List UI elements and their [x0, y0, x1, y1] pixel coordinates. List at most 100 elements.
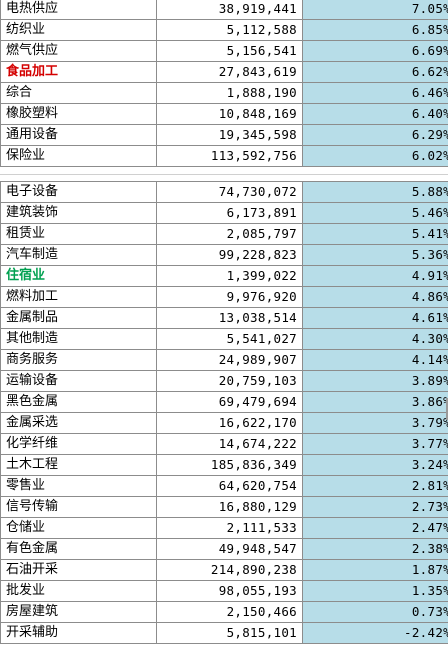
value-cell[interactable]: 5,815,101: [156, 622, 303, 644]
percent-cell[interactable]: 5.41%: [302, 223, 448, 245]
value-cell[interactable]: 5,112,588: [156, 19, 303, 41]
table-row: 通用设备 19,345,598 6.29%: [0, 124, 448, 146]
table-row: 零售业 64,620,754 2.81%: [0, 475, 448, 497]
percent-cell[interactable]: 5.46%: [302, 202, 448, 224]
table-row: 金属制品 13,038,514 4.61%: [0, 307, 448, 329]
percent-cell[interactable]: 4.14%: [302, 349, 448, 371]
value-cell[interactable]: 13,038,514: [156, 307, 303, 329]
industry-name-cell[interactable]: 开采辅助: [0, 622, 157, 644]
industry-name-cell[interactable]: 运输设备: [0, 370, 157, 392]
industry-name-cell[interactable]: 燃气供应: [0, 40, 157, 62]
percent-cell[interactable]: 2.38%: [302, 538, 448, 560]
percent-cell[interactable]: 4.91%: [302, 265, 448, 287]
percent-cell[interactable]: 3.89%: [302, 370, 448, 392]
industry-name-cell[interactable]: 有色金属: [0, 538, 157, 560]
value-cell[interactable]: 9,976,920: [156, 286, 303, 308]
percent-cell[interactable]: 1.87%: [302, 559, 448, 581]
value-cell[interactable]: 5,541,027: [156, 328, 303, 350]
value-cell[interactable]: 38,919,441: [156, 0, 303, 20]
industry-name-cell[interactable]: 橡胶塑料: [0, 103, 157, 125]
value-cell[interactable]: 16,622,170: [156, 412, 303, 434]
percent-cell[interactable]: 1.35%: [302, 580, 448, 602]
value-cell[interactable]: 64,620,754: [156, 475, 303, 497]
industry-name-cell[interactable]: 房屋建筑: [0, 601, 157, 623]
value-cell[interactable]: 98,055,193: [156, 580, 303, 602]
industry-name-cell[interactable]: 租赁业: [0, 223, 157, 245]
percent-cell[interactable]: 6.40%: [302, 103, 448, 125]
value-cell[interactable]: 20,759,103: [156, 370, 303, 392]
industry-name-cell[interactable]: 综合: [0, 82, 157, 104]
value-cell[interactable]: 2,111,533: [156, 517, 303, 539]
percent-cell[interactable]: 6.69%: [302, 40, 448, 62]
table-row: 保险业 113,592,756 6.02%: [0, 145, 448, 167]
value-cell[interactable]: 27,843,619: [156, 61, 303, 83]
percent-cell[interactable]: 5.36%: [302, 244, 448, 266]
value-cell[interactable]: 16,880,129: [156, 496, 303, 518]
value-cell[interactable]: 49,948,547: [156, 538, 303, 560]
percent-cell[interactable]: 3.86%: [302, 391, 448, 413]
value-cell[interactable]: 99,228,823: [156, 244, 303, 266]
section-divider: [0, 174, 448, 175]
value-cell[interactable]: 1,399,022: [156, 265, 303, 287]
industry-name-cell[interactable]: 电子设备: [0, 181, 157, 203]
industry-name-cell[interactable]: 建筑装饰: [0, 202, 157, 224]
value-cell[interactable]: 10,848,169: [156, 103, 303, 125]
industry-name-cell[interactable]: 保险业: [0, 145, 157, 167]
industry-name-cell[interactable]: 仓储业: [0, 517, 157, 539]
value-cell[interactable]: 185,836,349: [156, 454, 303, 476]
percent-cell[interactable]: 4.30%: [302, 328, 448, 350]
industry-name-cell[interactable]: 批发业: [0, 580, 157, 602]
industry-name-cell[interactable]: 信号传输: [0, 496, 157, 518]
value-cell[interactable]: 113,592,756: [156, 145, 303, 167]
industry-name-cell[interactable]: 零售业: [0, 475, 157, 497]
percent-cell[interactable]: 6.85%: [302, 19, 448, 41]
percent-cell[interactable]: 7.05%: [302, 0, 448, 20]
percent-cell[interactable]: 0.73%: [302, 601, 448, 623]
industry-name-cell[interactable]: 汽车制造: [0, 244, 157, 266]
industry-name-cell[interactable]: 纺织业: [0, 19, 157, 41]
industry-name-cell[interactable]: 商务服务: [0, 349, 157, 371]
percent-cell[interactable]: 2.81%: [302, 475, 448, 497]
table-row: 住宿业 1,399,022 4.91%: [0, 265, 448, 287]
table-row: 有色金属 49,948,547 2.38%: [0, 538, 448, 560]
industry-name-cell[interactable]: 通用设备: [0, 124, 157, 146]
scrollbar-thumb[interactable]: [446, 398, 448, 420]
percent-cell[interactable]: 6.02%: [302, 145, 448, 167]
percent-cell[interactable]: 6.46%: [302, 82, 448, 104]
industry-name-cell[interactable]: 燃料加工: [0, 286, 157, 308]
value-cell[interactable]: 24,989,907: [156, 349, 303, 371]
industry-name-cell[interactable]: 石油开采: [0, 559, 157, 581]
percent-cell[interactable]: 6.29%: [302, 124, 448, 146]
value-cell[interactable]: 2,085,797: [156, 223, 303, 245]
value-cell[interactable]: 74,730,072: [156, 181, 303, 203]
table-row: 建筑装饰 6,173,891 5.46%: [0, 202, 448, 224]
industry-name-cell[interactable]: 电热供应: [0, 0, 157, 20]
percent-cell[interactable]: 6.62%: [302, 61, 448, 83]
value-cell[interactable]: 214,890,238: [156, 559, 303, 581]
percent-cell[interactable]: 3.79%: [302, 412, 448, 434]
percent-cell[interactable]: 4.86%: [302, 286, 448, 308]
percent-cell[interactable]: 3.24%: [302, 454, 448, 476]
value-cell[interactable]: 14,674,222: [156, 433, 303, 455]
percent-cell[interactable]: 5.88%: [302, 181, 448, 203]
industry-table-top: 电热供应 38,919,441 7.05% 纺织业 5,112,588 6.85% 燃气供应…: [0, 0, 448, 167]
industry-name-cell[interactable]: 黑色金属: [0, 391, 157, 413]
value-cell[interactable]: 2,150,466: [156, 601, 303, 623]
value-cell[interactable]: 1,888,190: [156, 82, 303, 104]
industry-name-cell[interactable]: 住宿业: [0, 265, 157, 287]
industry-name-cell[interactable]: 化学纤维: [0, 433, 157, 455]
value-cell[interactable]: 6,173,891: [156, 202, 303, 224]
value-cell[interactable]: 19,345,598: [156, 124, 303, 146]
percent-cell[interactable]: 2.73%: [302, 496, 448, 518]
industry-name-cell[interactable]: 其他制造: [0, 328, 157, 350]
industry-name-cell[interactable]: 土木工程: [0, 454, 157, 476]
value-cell[interactable]: 69,479,694: [156, 391, 303, 413]
value-cell[interactable]: 5,156,541: [156, 40, 303, 62]
industry-name-cell[interactable]: 金属制品: [0, 307, 157, 329]
percent-cell[interactable]: 4.61%: [302, 307, 448, 329]
percent-cell[interactable]: -2.42%: [302, 622, 448, 644]
industry-name-cell[interactable]: 食品加工: [0, 61, 157, 83]
percent-cell[interactable]: 2.47%: [302, 517, 448, 539]
percent-cell[interactable]: 3.77%: [302, 433, 448, 455]
industry-name-cell[interactable]: 金属采选: [0, 412, 157, 434]
